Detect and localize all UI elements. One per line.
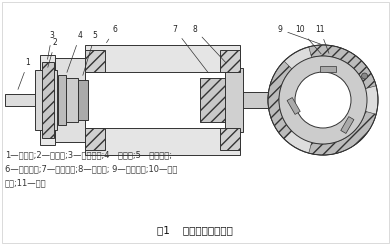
Bar [85, 72, 240, 128]
Bar [55, 58, 85, 142]
Bar [35, 90, 60, 110]
Bar [58, 75, 66, 125]
Text: 2: 2 [48, 38, 57, 67]
Text: 6: 6 [106, 25, 117, 43]
Text: 3: 3 [48, 31, 54, 59]
Circle shape [268, 45, 378, 155]
Text: 9: 9 [278, 25, 320, 44]
Bar [225, 68, 243, 132]
Polygon shape [309, 45, 376, 89]
Text: 7: 7 [172, 25, 208, 73]
Text: 11: 11 [315, 25, 329, 53]
Polygon shape [268, 61, 292, 139]
Bar [60, 90, 235, 110]
Text: 4: 4 [67, 31, 83, 72]
Bar [66, 78, 78, 122]
Bar [5, 94, 35, 106]
Text: 5: 5 [83, 31, 97, 75]
Text: 图1    砂轮轴结构示意图: 图1 砂轮轴结构示意图 [157, 225, 233, 235]
Bar [341, 117, 354, 134]
Text: 1: 1 [18, 58, 30, 89]
Circle shape [279, 56, 367, 144]
Bar [40, 55, 55, 145]
Bar [220, 50, 240, 72]
Bar [320, 66, 336, 72]
Text: 8: 8 [193, 25, 226, 63]
Polygon shape [309, 111, 376, 155]
Bar [42, 62, 54, 138]
Text: 6—砂轮架体;7—后凸缘套;8—后凸缘; 9—球头螺母;10—球头: 6—砂轮架体;7—后凸缘套;8—后凸缘; 9—球头螺母;10—球头 [5, 164, 178, 173]
Bar [85, 128, 105, 150]
Bar [200, 78, 225, 122]
Circle shape [287, 64, 359, 136]
Bar [85, 45, 240, 155]
Text: 1—砂轮轴;2—前凸缘;3—前凸缘套;4—推力垫;5—轴向螺母;: 1—砂轮轴;2—前凸缘;3—前凸缘套;4—推力垫;5—轴向螺母; [5, 150, 172, 159]
Text: 10: 10 [295, 25, 321, 54]
Bar [85, 50, 105, 72]
Bar [235, 92, 310, 108]
Bar [35, 70, 57, 130]
Circle shape [295, 72, 351, 128]
Bar [287, 98, 300, 114]
Text: 螺钉;11—轴瓦: 螺钉;11—轴瓦 [5, 178, 47, 187]
Bar [220, 128, 240, 150]
Circle shape [362, 73, 368, 79]
Bar [78, 80, 88, 120]
